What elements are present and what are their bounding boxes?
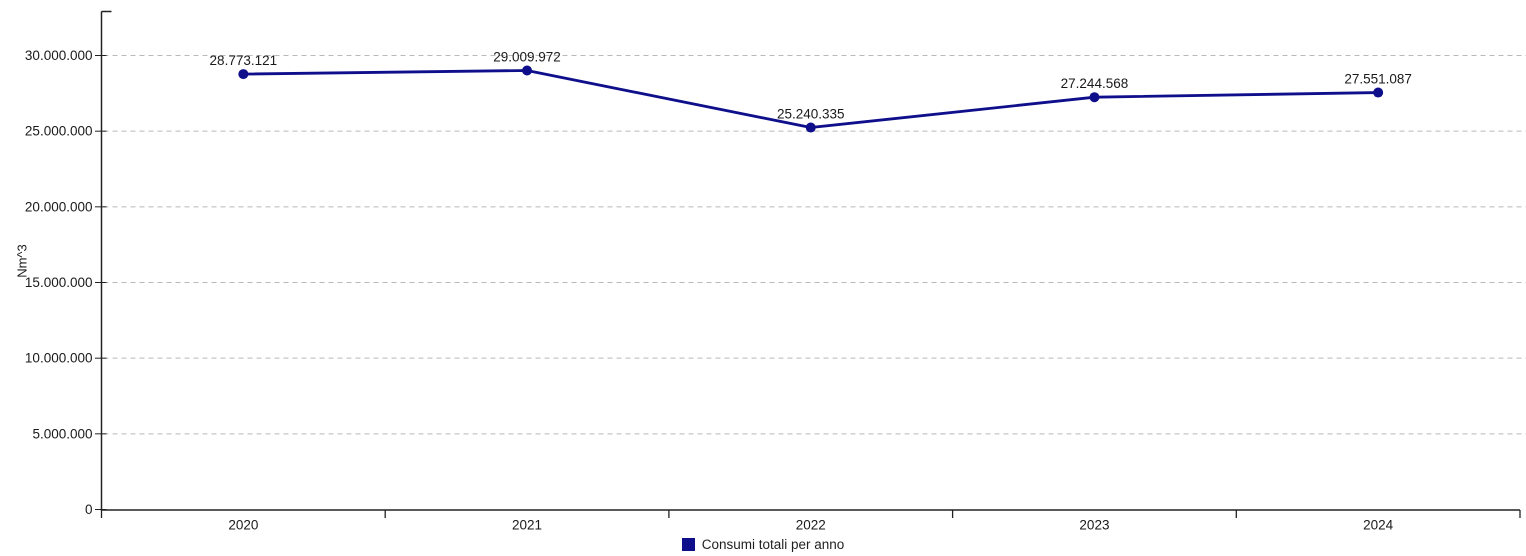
x-tick-label: 2024: [1363, 518, 1394, 533]
data-point-label: 27.551.087: [1344, 72, 1412, 87]
data-point[interactable]: [805, 122, 816, 133]
y-tick-label: 20.000.000: [25, 199, 93, 214]
y-tick-label: 0: [85, 502, 93, 517]
legend-swatch-icon: [681, 538, 695, 551]
x-tick-label: 2021: [512, 518, 542, 533]
data-point-label: 29.009.972: [493, 49, 561, 64]
x-tick-label: 2023: [1079, 518, 1109, 533]
data-point-label: 27.244.568: [1061, 76, 1129, 91]
y-tick-label: 25.000.000: [25, 124, 93, 139]
data-point[interactable]: [1089, 92, 1100, 103]
data-point[interactable]: [238, 69, 249, 80]
y-tick-label: 15.000.000: [25, 275, 93, 290]
y-tick-label: 30.000.000: [25, 48, 93, 63]
data-point[interactable]: [1373, 87, 1384, 98]
y-tick-label: 10.000.000: [25, 351, 93, 366]
data-point-label: 28.773.121: [210, 53, 278, 68]
data-point[interactable]: [522, 65, 533, 76]
legend-item-consumi-totali[interactable]: Consumi totali per anno: [681, 537, 845, 552]
x-tick-label: 2020: [228, 518, 258, 533]
x-tick-label: 2022: [796, 518, 826, 533]
data-point-label: 25.240.335: [777, 107, 845, 122]
y-axis-title: Nm^3: [14, 244, 30, 278]
legend-label: Consumi totali per anno: [701, 537, 845, 552]
y-tick-label: 5.000.000: [32, 426, 92, 441]
legend: Consumi totali per anno: [0, 537, 1526, 552]
